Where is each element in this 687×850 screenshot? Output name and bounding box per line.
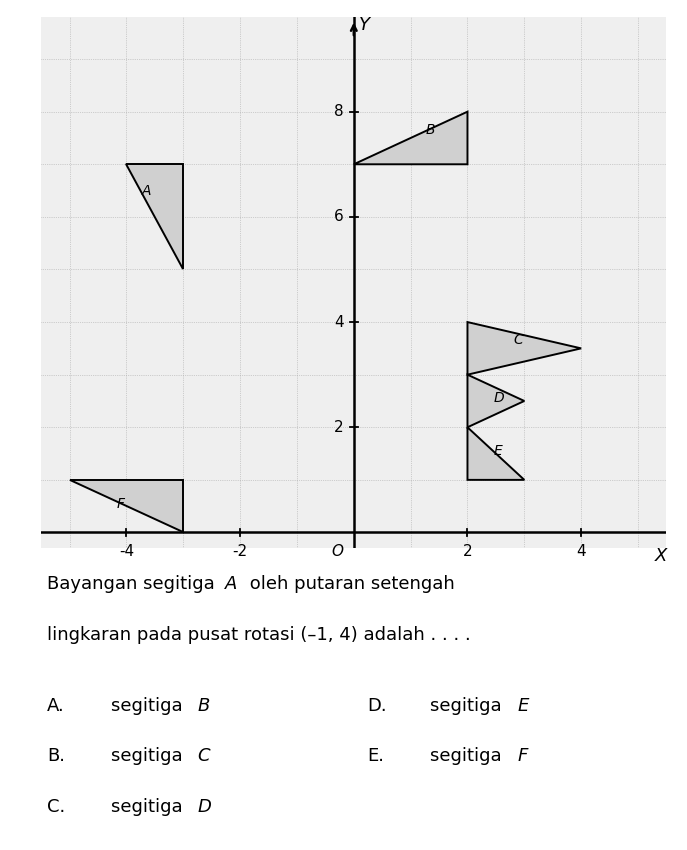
Text: $\mathit{B}$: $\mathit{B}$ — [425, 123, 436, 137]
Text: $\mathit{D}$: $\mathit{D}$ — [493, 391, 505, 405]
Text: $\mathit{E}$: $\mathit{E}$ — [517, 697, 530, 715]
Text: 6: 6 — [334, 209, 344, 224]
Text: 2: 2 — [462, 544, 472, 559]
Text: $\mathit{D}$: $\mathit{D}$ — [197, 798, 212, 816]
Text: 2: 2 — [334, 420, 344, 434]
Text: 8: 8 — [334, 105, 344, 119]
Text: $\mathit{B}$: $\mathit{B}$ — [197, 697, 210, 715]
Text: segitiga: segitiga — [111, 747, 188, 765]
Text: E.: E. — [367, 747, 384, 765]
Text: segitiga: segitiga — [431, 747, 508, 765]
Polygon shape — [69, 480, 183, 532]
Text: D.: D. — [367, 697, 387, 715]
Text: segitiga: segitiga — [111, 798, 188, 816]
Text: -4: -4 — [119, 544, 134, 559]
Text: oleh putaran setengah: oleh putaran setengah — [244, 575, 455, 593]
Text: segitiga: segitiga — [111, 697, 188, 715]
Text: $\mathit{A}$: $\mathit{A}$ — [141, 184, 152, 197]
Text: $\mathit{C}$: $\mathit{C}$ — [197, 747, 212, 765]
Text: $\mathit{C}$: $\mathit{C}$ — [513, 333, 524, 348]
Text: Bayangan segitiga: Bayangan segitiga — [47, 575, 221, 593]
Text: 4: 4 — [576, 544, 586, 559]
Polygon shape — [467, 428, 524, 480]
Polygon shape — [467, 375, 524, 428]
Text: X: X — [655, 547, 667, 565]
Polygon shape — [126, 164, 183, 269]
Text: A.: A. — [47, 697, 65, 715]
Text: B.: B. — [47, 747, 65, 765]
Text: C.: C. — [47, 798, 65, 816]
Text: Y: Y — [359, 16, 370, 34]
Text: lingkaran pada pusat rotasi (–1, 4) adalah . . . .: lingkaran pada pusat rotasi (–1, 4) adal… — [47, 626, 471, 644]
Text: 4: 4 — [334, 314, 344, 330]
Text: $\mathit{F}$: $\mathit{F}$ — [517, 747, 530, 765]
Text: $\mathit{A}$: $\mathit{A}$ — [224, 575, 238, 593]
Text: segitiga: segitiga — [431, 697, 508, 715]
Polygon shape — [467, 322, 581, 375]
Polygon shape — [354, 111, 467, 164]
Text: $\mathit{F}$: $\mathit{F}$ — [115, 496, 126, 511]
Text: -2: -2 — [233, 544, 248, 559]
Text: $\mathit{E}$: $\mathit{E}$ — [493, 444, 504, 458]
Text: O: O — [332, 544, 344, 559]
